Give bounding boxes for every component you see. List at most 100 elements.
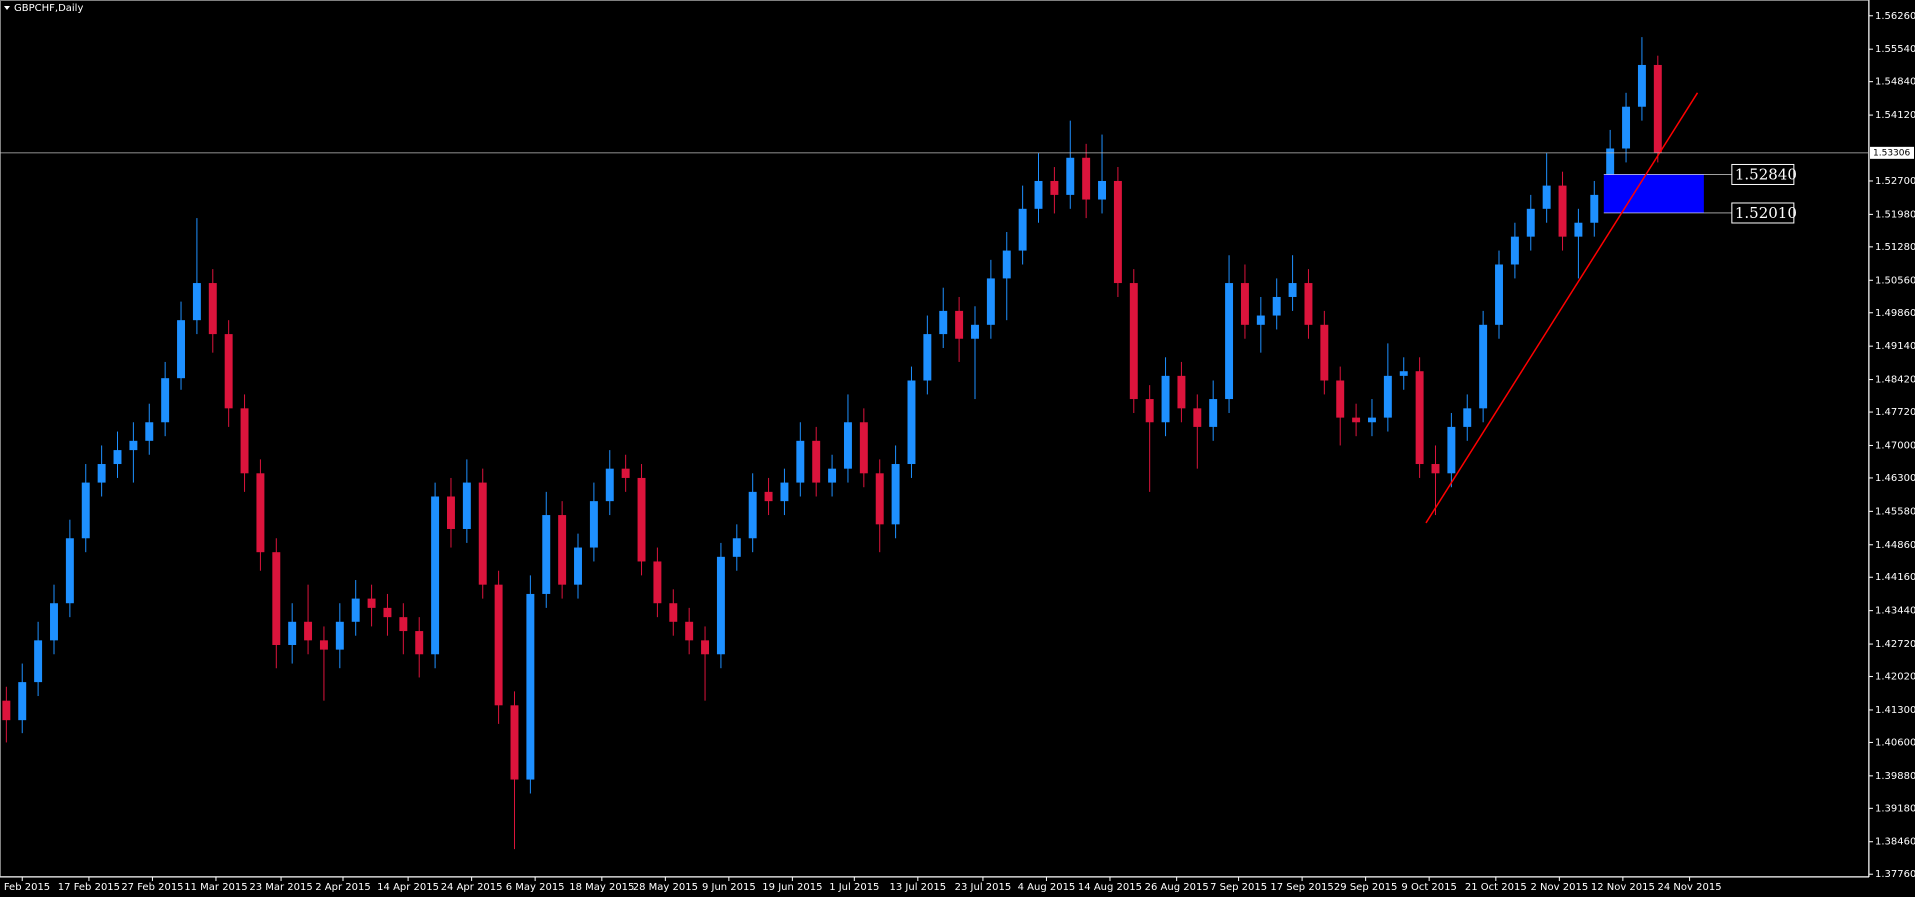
candle-body xyxy=(955,310,964,339)
x-tick-label: 2 Apr 2015 xyxy=(315,882,370,893)
y-tick-label: 1.45580 xyxy=(1875,506,1915,517)
candle-body xyxy=(986,278,995,325)
candle-body xyxy=(1415,371,1424,465)
candle-body xyxy=(589,501,598,548)
y-tick-label: 1.49140 xyxy=(1875,341,1915,352)
candle-body xyxy=(1209,399,1218,427)
candle-body xyxy=(335,621,344,650)
candle-body xyxy=(1653,64,1662,153)
candle-body xyxy=(796,440,805,483)
y-tick-label: 1.54120 xyxy=(1875,110,1915,121)
candle-body xyxy=(224,334,233,409)
candle-body xyxy=(129,440,138,451)
candle-body xyxy=(907,380,916,465)
candle-body xyxy=(1129,283,1138,400)
candle-body xyxy=(764,491,773,502)
candle-body xyxy=(431,496,440,655)
x-tick-label: 12 Nov 2015 xyxy=(1591,882,1655,893)
x-tick-label: 24 Apr 2015 xyxy=(441,882,503,893)
candle-body xyxy=(415,631,424,655)
menu-triangle[interactable] xyxy=(4,6,10,10)
y-tick-label: 1.39180 xyxy=(1875,803,1915,814)
candle-body xyxy=(145,422,154,441)
x-tick-label: 6 May 2015 xyxy=(506,882,565,893)
x-tick-label: 18 May 2015 xyxy=(569,882,634,893)
candle-body xyxy=(939,310,948,335)
candle-body xyxy=(1066,157,1075,195)
candle-body xyxy=(81,482,90,539)
x-tick-label: 23 Mar 2015 xyxy=(249,882,312,893)
y-tick-label: 1.47000 xyxy=(1875,440,1915,451)
zone xyxy=(1603,174,1704,213)
candle-body xyxy=(685,621,694,641)
x-tick-label: 28 May 2015 xyxy=(633,882,698,893)
zone-label-box xyxy=(1731,202,1795,224)
x-tick-label: 17 Sep 2015 xyxy=(1270,882,1333,893)
candle-body xyxy=(494,584,503,706)
y-tick-label: 1.55540 xyxy=(1875,44,1915,55)
y-tick-label: 1.48420 xyxy=(1875,375,1915,386)
candle-body xyxy=(1240,283,1249,325)
candle-body xyxy=(732,538,741,557)
candle-body xyxy=(510,705,519,780)
candle-body xyxy=(653,561,662,604)
candle-body xyxy=(447,496,455,529)
y-tick-label: 1.39880 xyxy=(1875,771,1915,782)
y-tick-label: 1.43440 xyxy=(1875,606,1915,617)
candle-body xyxy=(1479,324,1488,409)
x-tick-label: 2 Nov 2015 xyxy=(1531,882,1589,893)
current-price-label: 1.53306 xyxy=(1873,148,1910,158)
candle-body xyxy=(1145,399,1154,423)
y-tick-label: 1.37760 xyxy=(1875,869,1915,880)
candle-body xyxy=(716,556,725,655)
x-tick-label: 21 Oct 2015 xyxy=(1465,882,1527,893)
candle-body xyxy=(177,320,185,379)
x-tick-label: 7 Sep 2015 xyxy=(1210,882,1267,893)
chart-title: GBPCHF,Daily xyxy=(14,3,83,14)
candle-body xyxy=(923,334,932,381)
candle-body xyxy=(351,598,360,622)
y-tick-label: 1.46300 xyxy=(1875,473,1915,484)
candle-body xyxy=(1193,408,1202,427)
candle-body xyxy=(1368,417,1376,423)
y-tick-label: 1.51980 xyxy=(1875,209,1915,220)
y-tick-label: 1.40600 xyxy=(1875,737,1915,748)
candle-body xyxy=(1002,250,1011,279)
candle-body xyxy=(748,491,757,539)
candle-body xyxy=(1510,236,1519,265)
candle-body xyxy=(161,378,170,423)
candle-body xyxy=(399,617,408,632)
candle-body xyxy=(828,468,837,483)
candle-body xyxy=(18,682,27,721)
y-tick-label: 1.50560 xyxy=(1875,275,1915,286)
x-tick-label: 17 Feb 2015 xyxy=(58,882,120,893)
candle-body xyxy=(1463,408,1472,427)
y-tick-label: 1.51280 xyxy=(1875,242,1915,253)
candle-body xyxy=(1161,375,1170,423)
candle-body xyxy=(1590,194,1599,223)
candle-body xyxy=(1288,283,1297,297)
frame xyxy=(0,0,1869,877)
candle-body xyxy=(1399,371,1408,376)
current-price-box xyxy=(1870,146,1914,159)
candle-body xyxy=(1336,380,1345,418)
candle-body xyxy=(1352,417,1361,423)
candle-body xyxy=(1272,296,1281,316)
x-tick-label: 26 Aug 2015 xyxy=(1145,882,1209,893)
x-tick-label: 29 Sep 2015 xyxy=(1334,882,1397,893)
candle-body xyxy=(304,621,313,641)
candle-body xyxy=(669,603,678,622)
candle-body xyxy=(1622,106,1631,149)
y-tick-label: 1.38460 xyxy=(1875,837,1915,848)
candle-body xyxy=(1034,180,1043,209)
candle-body xyxy=(1447,426,1456,474)
candle-body xyxy=(859,422,868,474)
candle-body xyxy=(319,640,328,650)
y-tick-label: 1.44860 xyxy=(1875,540,1915,551)
candle-body xyxy=(478,482,487,585)
candle-body xyxy=(843,422,852,469)
y-tick-label: 1.49860 xyxy=(1875,308,1915,319)
candle-body xyxy=(875,473,884,525)
